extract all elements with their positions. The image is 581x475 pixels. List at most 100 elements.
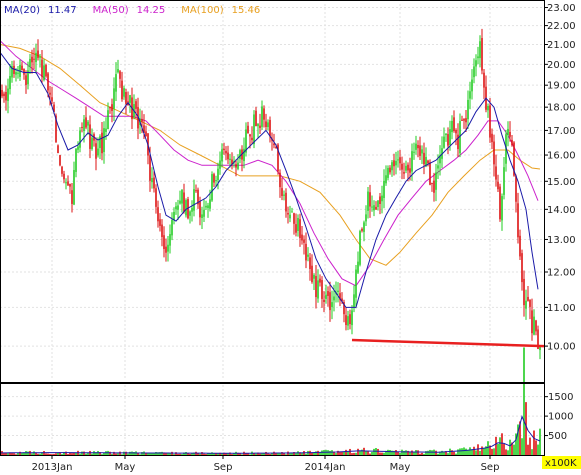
candle-body [113,88,115,109]
volume-bar [377,448,379,455]
candle-body [363,222,365,232]
volume-bar [109,451,111,455]
candle-body [33,58,35,60]
price-tick-label: 20.00 [547,60,576,71]
candle-body [57,145,59,154]
ma50-path [0,40,539,287]
candle-body [41,59,43,77]
candle-body [369,192,371,207]
candle-body [81,126,83,128]
candle-body [529,299,531,307]
candle-body [357,261,359,273]
candle-body [217,168,219,181]
price-tick-label: 15.00 [547,177,576,188]
ma100-path [0,44,541,266]
volume-bar [225,453,227,455]
volume-bar [169,452,171,455]
volume-bar [11,452,13,455]
candle-body [209,199,211,209]
volume-bar [269,454,271,455]
volume-bar [197,453,199,455]
candle-body [407,164,409,171]
volume-tick-label: 500 [548,431,567,442]
volume-bar [87,452,89,455]
volume-bar [159,452,161,455]
volume-bar [347,451,349,455]
volume-bar [499,437,501,455]
candle-body [47,73,49,91]
candle-body [437,165,439,169]
volume-bar [447,453,449,455]
candle-body [449,129,451,145]
volume-bar [31,453,33,455]
time-tick-label: May [115,462,136,473]
volume-bar [101,454,103,455]
candle-body [443,136,445,148]
candle-body [11,66,13,78]
volume-bar [267,453,269,455]
volume-bar [227,453,229,455]
candle-body [289,214,291,219]
volume-bars [0,347,541,455]
volume-bar [341,452,343,455]
volume-bar [187,452,189,455]
candle-body [317,280,319,299]
volume-bar [371,451,373,455]
candle-body [489,105,491,138]
candle-body [229,158,231,161]
volume-bar [239,453,241,455]
volume-bar [317,450,319,455]
volume-bar [413,452,415,455]
volume-tick-label: 1000 [548,412,573,423]
volume-bar [83,451,85,455]
candle-body [305,243,307,261]
candle-body [499,186,501,220]
candle-body [173,211,175,221]
candle-body [31,56,33,63]
candle-body [193,189,195,211]
volume-bar [529,437,531,455]
volume-bar [455,453,457,455]
volume-bar [17,452,19,455]
volume-bar [481,446,483,455]
volume-bar [27,451,29,455]
volume-bar [233,453,235,455]
volume-bar [71,453,73,455]
candle-body [297,217,299,231]
volume-bar [209,452,211,455]
candle-body [259,125,261,128]
volume-bar [387,449,389,455]
volume-bar [437,453,439,455]
candle-body [431,183,433,185]
candle-body [115,74,117,92]
candle-body [71,190,73,204]
candle-body [451,120,453,133]
candle-body [149,155,151,181]
candle-body [157,207,159,222]
volume-bar [533,430,535,455]
candle-body [39,56,41,58]
ma-legend: MA(20) 11.47 MA(50) 14.25 MA(100) 15.46 [4,5,260,16]
volume-bar [249,454,251,455]
candle-body [75,148,77,172]
volume-bar [491,448,493,455]
volume-bar [257,452,259,455]
volume-bar [391,450,393,455]
candle-body [495,166,497,180]
volume-bar [389,449,391,455]
volume-bar [121,454,123,455]
volume-bar [39,453,41,455]
volume-bar [127,453,129,455]
candle-body [215,180,217,182]
volume-bar [65,451,67,455]
volume-unit-label: x100K [545,458,577,469]
candle-body [361,228,363,231]
candle-body [55,115,57,142]
volume-bar [217,453,219,455]
volume-bar [519,421,521,455]
candle-body [277,144,279,172]
ma50-line [0,40,539,287]
volume-bar [3,452,5,455]
time-tick-label: Sep [214,462,233,473]
candle-body [165,246,167,253]
